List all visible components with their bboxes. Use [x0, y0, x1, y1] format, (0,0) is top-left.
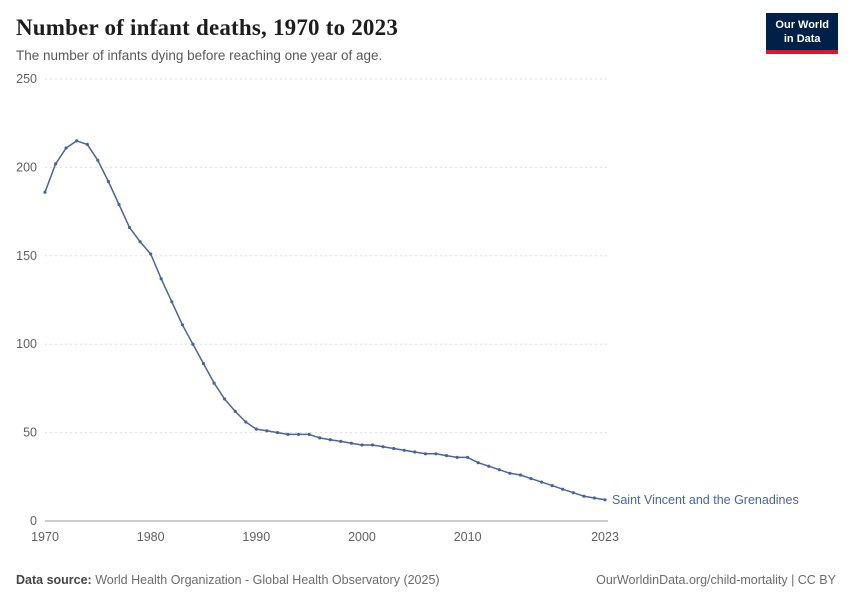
- data-point: [339, 439, 343, 443]
- data-point: [180, 323, 184, 327]
- data-point: [540, 480, 544, 484]
- x-axis-tick-label: 2023: [591, 530, 619, 544]
- y-axis-tick-label: 0: [30, 514, 37, 528]
- data-point: [508, 471, 512, 475]
- y-axis-tick-label: 200: [16, 160, 37, 174]
- data-point: [191, 342, 195, 346]
- data-point: [106, 179, 110, 184]
- data-source: Data source: World Health Organization -…: [16, 573, 440, 587]
- data-point: [286, 432, 290, 436]
- data-point: [159, 277, 163, 281]
- data-point: [85, 142, 89, 146]
- data-point: [254, 427, 258, 431]
- data-point: [423, 452, 427, 456]
- data-point: [582, 494, 586, 498]
- data-point: [381, 445, 385, 449]
- y-axis-tick-label: 100: [16, 337, 37, 351]
- data-point: [550, 484, 554, 488]
- x-axis-tick-label: 1990: [242, 530, 270, 544]
- owid-logo-line1: Our World: [775, 19, 829, 31]
- y-axis-tick-label: 150: [16, 249, 37, 263]
- x-axis-tick-label: 1980: [137, 530, 165, 544]
- chart-footer: Data source: World Health Organization -…: [0, 563, 850, 600]
- data-point: [138, 240, 142, 244]
- data-point: [603, 498, 607, 502]
- x-axis-tick-label: 2000: [348, 530, 376, 544]
- data-point: [444, 454, 449, 458]
- line-chart: 0 50 100 150 200 250 1970 1980 1990 2000 2010 2023 S…: [0, 67, 850, 547]
- data-point: [592, 496, 597, 500]
- y-axis-tick-label: 50: [23, 426, 37, 440]
- owid-logo-line2: in Data: [783, 33, 821, 46]
- y-axis-tick-label: 250: [16, 72, 37, 86]
- data-point: [265, 429, 269, 433]
- data-point: [434, 452, 438, 456]
- data-point: [370, 443, 375, 447]
- data-point: [233, 409, 237, 413]
- data-point: [43, 190, 47, 194]
- data-point: [127, 225, 132, 230]
- data-point: [170, 300, 174, 304]
- data-point: [244, 420, 248, 424]
- x-axis-tick-label: 2010: [454, 530, 482, 544]
- data-point: [223, 397, 227, 401]
- trend-line: [44, 140, 606, 501]
- data-point: [96, 158, 100, 162]
- data-point: [275, 431, 280, 435]
- chart-canvas: 0 50 100 150 200 250 1970 1980 1990 2000 2010 2023 S…: [16, 72, 799, 544]
- data-point: [360, 443, 364, 447]
- data-point: [402, 448, 406, 452]
- page-title: Number of infant deaths, 1970 to 2023: [16, 15, 399, 40]
- data-point: [307, 432, 311, 436]
- data-source-text: World Health Organization - Global Healt…: [91, 573, 440, 587]
- data-point: [561, 487, 565, 491]
- data-point: [318, 436, 322, 440]
- data-point: [529, 477, 533, 481]
- data-point: [497, 468, 501, 472]
- data-point: [117, 202, 121, 207]
- data-point: [487, 464, 491, 468]
- data-point: [413, 450, 417, 454]
- data-point: [75, 139, 79, 143]
- data-point: [212, 381, 216, 385]
- data-point: [466, 455, 470, 459]
- data-point: [297, 432, 301, 436]
- data-point: [476, 461, 480, 465]
- data-point: [149, 252, 153, 256]
- chart-subtitle: The number of infants dying before reach…: [16, 48, 383, 63]
- data-point: [201, 362, 206, 366]
- x-axis-tick-label: 1970: [31, 530, 59, 544]
- data-point: [392, 446, 396, 451]
- data-point: [328, 438, 332, 442]
- chart-header: Number of infant deaths, 1970 to 2023 Th…: [0, 0, 850, 63]
- data-point: [518, 473, 523, 477]
- data-point: [64, 146, 68, 150]
- data-point: [349, 441, 353, 445]
- data-point: [455, 455, 459, 459]
- data-source-label: Data source:: [16, 573, 92, 587]
- data-point: [571, 491, 575, 495]
- data-point: [54, 162, 58, 166]
- entity-label[interactable]: Saint Vincent and the Grenadines: [612, 493, 799, 507]
- footer-link[interactable]: OurWorldinData.org/child-mortality | CC …: [596, 573, 836, 587]
- owid-logo[interactable]: Our World in Data: [766, 13, 838, 54]
